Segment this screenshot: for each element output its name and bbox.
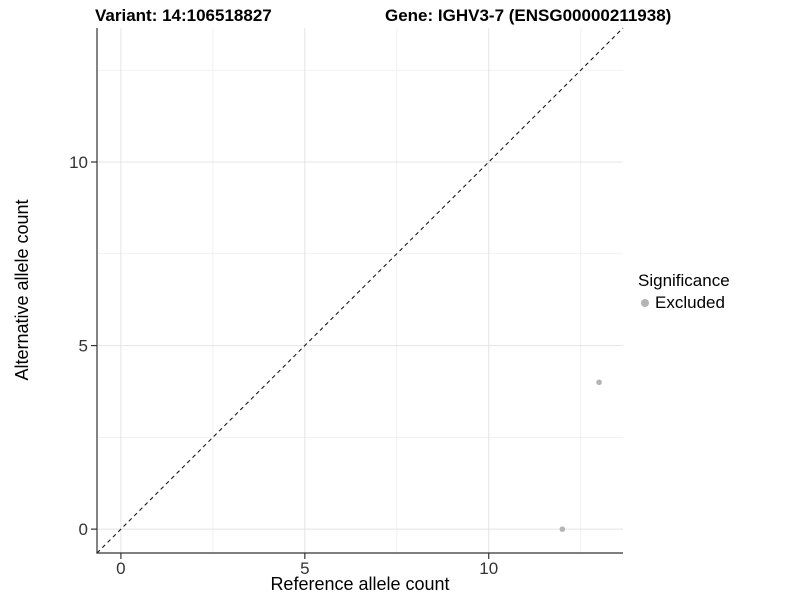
legend-item-label: Excluded [655, 293, 725, 312]
legend-point-icon [641, 299, 649, 307]
plot-title-gene: Gene: IGHV3-7 (ENSG00000211938) [385, 6, 672, 25]
legend-item-excluded: Excluded [638, 293, 730, 313]
data-point [596, 379, 602, 386]
x-tick-label: 0 [116, 559, 125, 578]
data-point [559, 526, 566, 532]
x-tick-label: 5 [300, 559, 309, 578]
x-axis-title: Reference allele count [270, 574, 450, 594]
y-tick-label: 10 [69, 153, 88, 172]
legend-title: Significance [638, 271, 730, 290]
legend: Significance Excluded [638, 271, 730, 313]
x-tick-label: 10 [479, 559, 498, 578]
y-tick-label: 0 [79, 520, 88, 539]
identity-dashed-line [96, 27, 624, 554]
plot-title-variant: Variant: 14:106518827 [95, 6, 272, 25]
y-axis-title: Alternative allele count [12, 199, 32, 381]
y-tick-label: 5 [79, 337, 88, 356]
